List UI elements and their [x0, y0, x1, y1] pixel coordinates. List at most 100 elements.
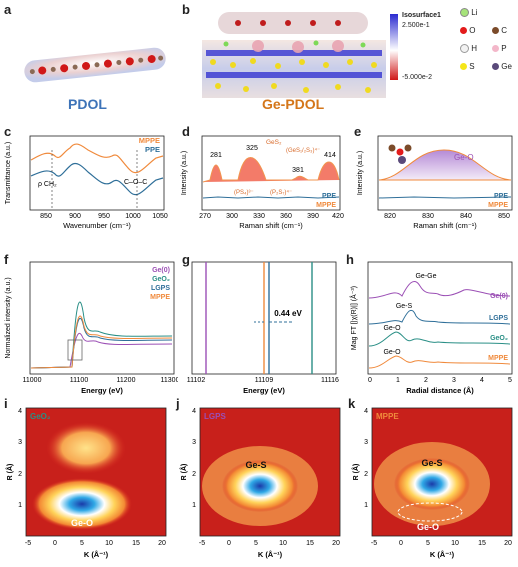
- axis-tick-label: 5: [254, 540, 258, 547]
- axis-tick-label: 5: [426, 540, 430, 547]
- legend-item-c: C: [492, 26, 507, 35]
- panel-label-f: f: [4, 252, 9, 267]
- panel-label-c: c: [4, 124, 12, 139]
- ftir-line-ppe: [30, 162, 164, 196]
- raman-species-ps4: (PS₄)³⁻: [234, 190, 254, 196]
- raman-peak-281: 281: [210, 152, 222, 159]
- axis-tick-label: 840: [460, 213, 472, 220]
- colorbar-max: 2.500e-1: [402, 22, 430, 29]
- axis-tick-label: R (Å): [179, 464, 188, 481]
- axis-tick-label: 5: [80, 540, 84, 547]
- panel-label-a: a: [4, 2, 12, 17]
- legend-item-h: H: [460, 44, 477, 54]
- axis-tick-label: 3: [18, 439, 22, 446]
- axis-tick-label: Ge(0): [490, 293, 508, 300]
- axis-tick-label: K (Å⁻¹): [430, 550, 455, 559]
- panel-label-i: i: [4, 396, 8, 411]
- xanes-ylabel: Normalized intensity (a.u.): [5, 277, 12, 358]
- axis-tick-label: 20: [332, 540, 340, 547]
- ftir-legend-mppe: MPPE: [139, 136, 160, 145]
- axis-tick-label: Ge-O: [383, 349, 401, 356]
- axis-tick-label: 420: [332, 213, 344, 220]
- axis-tick-label: 820: [384, 213, 396, 220]
- axis-tick-label: 20: [504, 540, 512, 547]
- axis-tick-label: 4: [192, 408, 196, 415]
- axis-tick-label: 0: [53, 540, 57, 547]
- legend-item-li: Li: [460, 8, 477, 18]
- axis-tick-label: 11102: [187, 377, 206, 384]
- raman-peak-414: 414: [324, 152, 336, 159]
- ftir-legend-ppe: PPE: [145, 145, 160, 154]
- wt-sample-mppe: MPPE: [376, 412, 399, 421]
- ge-pdol-title: Ge-PDOL: [262, 96, 325, 112]
- axis-tick-label: R (Å): [351, 464, 360, 481]
- wt-feature-ges-k: Ge-S: [421, 458, 442, 468]
- axis-tick-label: 3: [452, 377, 456, 384]
- axis-tick-label: 3: [364, 439, 368, 446]
- axis-tick-label: MPPE: [488, 355, 508, 362]
- axis-tick-label: 10: [451, 540, 459, 547]
- axis-tick-label: 1: [364, 502, 368, 509]
- wt-sample-geo2: GeO₂: [30, 412, 51, 421]
- axis-tick-label: -5: [25, 540, 31, 547]
- xanes-chart: Normalized intensity (a.u.) Ge(0) GeO₂ L…: [5, 261, 178, 395]
- colorbar-title: Isosurface1: [402, 12, 441, 19]
- wt-sample-lgps: LGPS: [204, 412, 226, 421]
- legend-item-p: P: [492, 44, 507, 53]
- axis-tick-label: 4: [480, 377, 484, 384]
- axis-tick-label: 270: [199, 213, 211, 220]
- raman-geo-chart: Intensity (a.u.) Ge-O PPE MPPE 820 830 8…: [357, 135, 513, 230]
- wavelet-mppe-chart: MPPE Ge-S Ge-O R (Å) 1 2 3 4 -5 0 5 10 1…: [351, 407, 513, 559]
- wt-geo-highlight: [397, 502, 463, 522]
- raman-line-mppe: [202, 157, 340, 183]
- exafs-xlabel: Radial distance (Å): [406, 386, 474, 395]
- axis-tick-label: R (Å): [5, 464, 14, 481]
- ftir-frame: [29, 135, 165, 211]
- raman-geo-peak: Ge-O: [454, 153, 474, 162]
- raman-species-ges2: GeS₂: [266, 139, 282, 146]
- panel-label-e: e: [354, 124, 362, 139]
- ftir-xtick: 850: [40, 213, 52, 220]
- axis-tick-label: 360: [280, 213, 292, 220]
- raman-xlabel: Raman shift (cm⁻¹): [239, 221, 303, 230]
- axis-tick-label: 4: [18, 408, 22, 415]
- raman-ylabel: Intensity (a.u.): [181, 151, 188, 195]
- panel-label-h: h: [346, 252, 354, 267]
- axis-tick-label: LGPS: [489, 315, 508, 322]
- pdol-title: PDOL: [68, 96, 107, 112]
- axis-tick-label: 1: [396, 377, 400, 384]
- wt-feature-ges: Ge-S: [245, 460, 266, 470]
- ftir-xtick: 900: [69, 213, 81, 220]
- raman-geo-line-mppe: [378, 149, 512, 181]
- axis-tick-label: MPPE: [488, 202, 508, 209]
- axis-tick-label: 10: [279, 540, 287, 547]
- axis-tick-label: 3: [192, 439, 196, 446]
- axis-tick-label: Ge(0): [152, 267, 170, 274]
- atom-legend: Li O C H P S Ge: [460, 8, 518, 98]
- axis-tick-label: GeO₂: [152, 276, 170, 283]
- axis-tick-label: 1: [18, 502, 22, 509]
- wt-feature-geo: Ge-O: [71, 518, 93, 528]
- xanes-edge-chart: 0.44 eV 11102 11109 11116 Energy (eV): [187, 261, 339, 395]
- axis-tick-label: 4: [364, 408, 368, 415]
- xanes-xlabel: Energy (eV): [81, 386, 123, 395]
- axis-tick-label: 330: [253, 213, 265, 220]
- axis-tick-label: LGPS: [151, 285, 170, 292]
- axis-tick-label: 15: [478, 540, 486, 547]
- wavelet-lgps-chart: LGPS Ge-S R (Å) 1 2 3 4 -5 0 5 10 15 20 …: [179, 407, 341, 559]
- axis-tick-label: 11109: [255, 377, 274, 384]
- axis-tick-label: GeO₂: [490, 335, 508, 342]
- raman-geo-ylabel: Intensity (a.u.): [357, 151, 364, 195]
- axis-tick-label: 2: [18, 471, 22, 478]
- axis-tick-label: K (Å⁻¹): [84, 550, 109, 559]
- exafs-chart: Mag FT [|χ(R)|] (Å⁻³) Ge-Ge Ge-S Ge-O Ge…: [349, 261, 513, 395]
- edge-xlabel: Energy (eV): [243, 386, 285, 395]
- axis-tick-label: MPPE: [150, 294, 170, 301]
- raman-peak-381: 381: [292, 167, 304, 174]
- panel-label-j: j: [176, 396, 180, 411]
- axis-tick-label: 5: [508, 377, 512, 384]
- axis-tick-label: -5: [371, 540, 377, 547]
- axis-tick-label: 11000: [23, 377, 42, 384]
- panel-label-k: k: [348, 396, 356, 411]
- axis-tick-label: Ge-S: [396, 303, 413, 310]
